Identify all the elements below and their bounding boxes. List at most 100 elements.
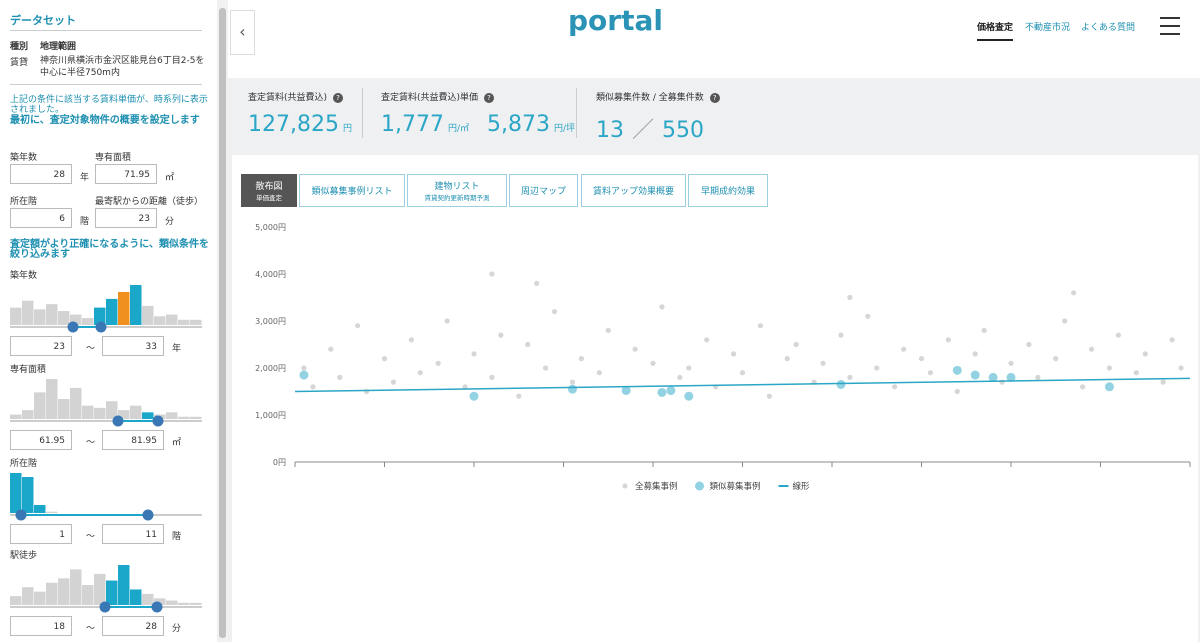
range-max-input[interactable]: 28 [102, 616, 164, 636]
range-min-input[interactable]: 23 [10, 336, 72, 356]
range-unit: ㎡ [172, 438, 182, 448]
point [784, 356, 790, 362]
slider-knob[interactable] [67, 321, 79, 333]
point [381, 356, 388, 362]
field-label: 最寄駅からの距離（徒歩） [95, 197, 204, 207]
logo[interactable]: portal [568, 4, 663, 37]
range-max-input[interactable]: 81.95 [102, 430, 164, 450]
point [657, 387, 667, 397]
slider-knob[interactable] [95, 321, 107, 333]
collapse-button[interactable]: ‹ [230, 10, 255, 55]
filter-label: 駅徒歩 [10, 551, 38, 561]
field-input[interactable]: 23 [95, 208, 157, 228]
point [310, 384, 316, 390]
scrollbar[interactable] [217, 0, 228, 642]
point [874, 365, 880, 371]
range-min-input[interactable]: 61.95 [10, 430, 72, 450]
point [1106, 365, 1113, 371]
range-separator: ～ [86, 344, 96, 354]
help-icon[interactable]: ? [709, 92, 720, 103]
tab-sub: 賃貸契約更新時期予測 [424, 194, 490, 202]
tab[interactable]: 周辺マップ [509, 174, 578, 207]
slider-knob[interactable] [151, 601, 163, 613]
tab[interactable]: 類似募集事例リスト [299, 174, 405, 207]
point [739, 370, 746, 376]
point [766, 393, 772, 399]
field-input[interactable]: 6 [10, 208, 72, 228]
range-min-input[interactable]: 18 [10, 616, 72, 636]
histogram-bar [58, 578, 70, 605]
histogram-bar [166, 600, 178, 605]
slider-knob[interactable] [142, 509, 154, 521]
tab[interactable]: 賃料アップ効果概要 [581, 174, 686, 207]
stat-value: 127,825 円 [248, 112, 352, 137]
range-min-input[interactable]: 1 [10, 524, 72, 544]
nav-link[interactable]: よくある質問 [1081, 23, 1136, 33]
point [981, 327, 987, 333]
tab[interactable]: 散布図 単価査定 [241, 174, 297, 207]
legend-swatch [695, 481, 705, 491]
stat-label: 類似募集件数 / 全募集件数? [596, 90, 720, 103]
point [730, 351, 737, 357]
point [1160, 379, 1166, 385]
divider [10, 84, 202, 85]
point [1133, 370, 1139, 376]
tab-label: 建物リスト [434, 182, 480, 192]
field-input[interactable]: 28 [10, 164, 72, 184]
histogram[interactable] [0, 280, 210, 352]
stat-unit: 円 [342, 124, 352, 134]
histogram[interactable] [0, 374, 210, 446]
slider-knob[interactable] [112, 415, 124, 427]
range-max-input[interactable]: 33 [102, 336, 164, 356]
point [1062, 318, 1068, 324]
range-separator: ～ [86, 438, 96, 448]
point [1071, 290, 1077, 296]
histogram-bar [58, 311, 70, 325]
histogram-bar [142, 412, 154, 419]
point [918, 356, 925, 362]
stat-label-text: 査定賃料(共益費込)単価 [381, 93, 479, 103]
histogram-bar [106, 298, 118, 325]
menu-icon[interactable] [1160, 16, 1180, 36]
tab[interactable]: 建物リスト賃貸契約更新時期予測 [407, 174, 507, 207]
point [551, 309, 558, 315]
point [659, 304, 665, 310]
point [1169, 337, 1175, 343]
help-icon[interactable]: ? [484, 92, 495, 103]
nav-link[interactable]: 価格査定 [977, 20, 1014, 41]
histogram-bar [118, 565, 130, 605]
point [390, 379, 397, 385]
histogram-bar [70, 569, 82, 605]
histogram-bar [118, 291, 130, 325]
slash: ／ [632, 118, 655, 143]
point [471, 351, 477, 357]
nav-link[interactable]: 不動産市況 [1025, 23, 1071, 33]
range-max-input[interactable]: 11 [102, 524, 164, 544]
tab[interactable]: 早期成約効果 [688, 174, 768, 207]
histogram-bar [166, 412, 178, 419]
slider-knob[interactable] [99, 601, 111, 613]
stat-label: 査定賃料(共益費込)単価? [381, 90, 495, 103]
histogram-bar [46, 511, 58, 513]
histogram-bar [178, 416, 190, 419]
y-tick-label: 4,000円 [255, 270, 286, 279]
slider-knob[interactable] [15, 509, 27, 521]
scrollbar-thumb[interactable] [219, 8, 226, 638]
histogram[interactable] [0, 560, 210, 632]
range-separator: ～ [86, 532, 96, 542]
point [954, 388, 960, 395]
filter-label: 築年数 [10, 271, 38, 281]
point [1080, 384, 1086, 390]
point [793, 341, 799, 348]
legend-label: 類似募集事例 [710, 481, 761, 492]
note: 上記の条件に該当する賃料単価が、時系列に表示されました。 [10, 95, 208, 115]
slider-knob[interactable] [152, 415, 164, 427]
histogram[interactable] [0, 468, 210, 540]
stat-number: 5,873 [487, 112, 551, 137]
field-label: 所在階 [10, 197, 38, 207]
help-icon[interactable]: ? [333, 92, 344, 103]
histogram-bar [190, 319, 202, 325]
point [927, 370, 934, 376]
field-input[interactable]: 71.95 [95, 164, 157, 184]
field-label: 専有面積 [95, 153, 132, 163]
